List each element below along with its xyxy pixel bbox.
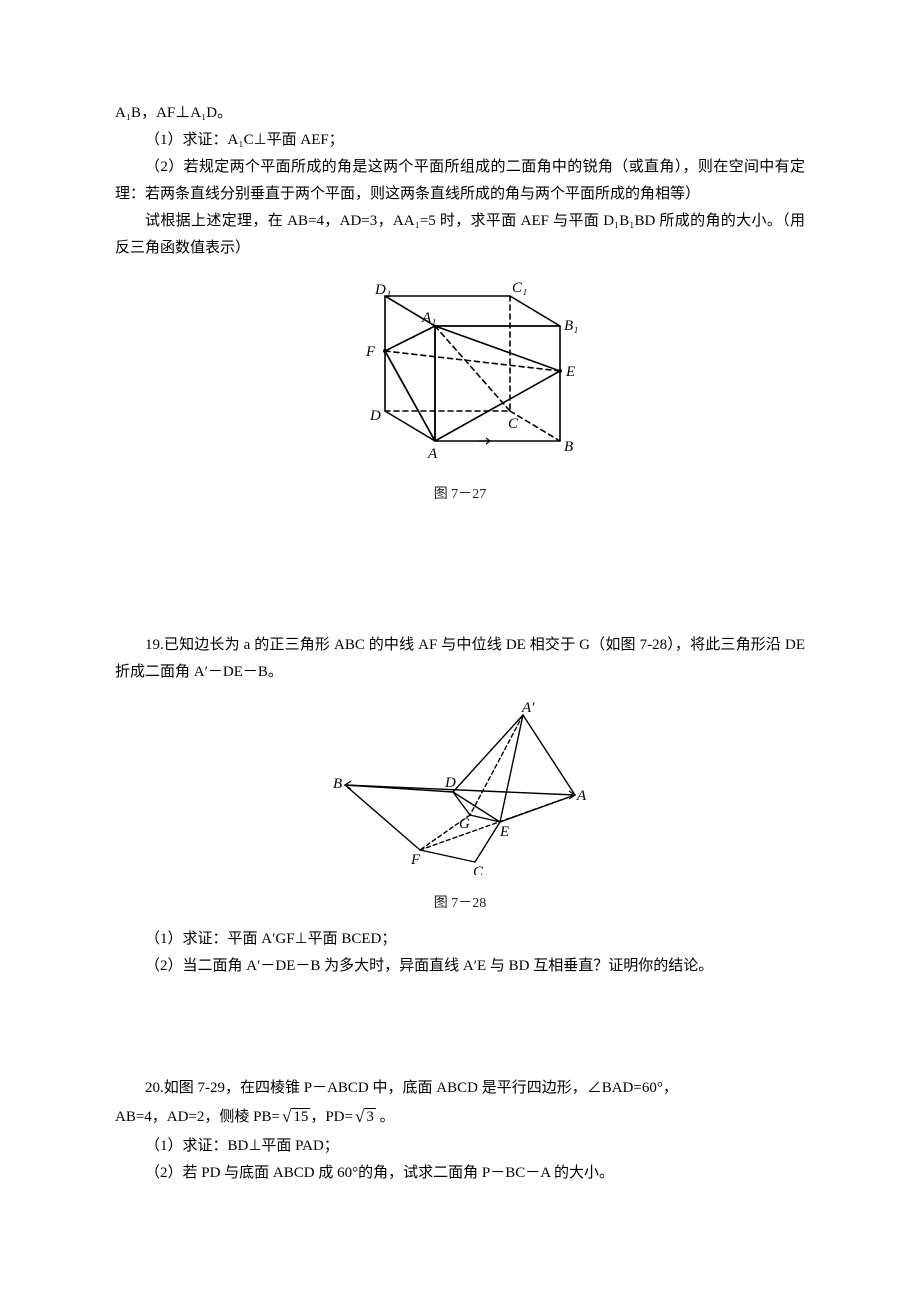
sqrt-3-radicand: 3 (364, 1108, 376, 1126)
spacer-2 (115, 980, 805, 1075)
svg-text:C: C (508, 416, 519, 432)
svg-text:C₁: C₁ (512, 280, 527, 296)
svg-text:E: E (565, 364, 575, 380)
figure-7-28-caption: 图 7－28 (115, 891, 805, 916)
svg-text:F: F (410, 852, 421, 868)
p19-stem: 19.已知边长为 a 的正三角形 ABC 的中线 AF 与中位线 DE 相交于 … (115, 632, 805, 686)
svg-text:A: A (427, 446, 438, 462)
svg-text:F: F (365, 344, 376, 360)
figure-7-28-svg: A′ B D A G E F C (325, 700, 595, 875)
svg-text:A₁: A₁ (421, 310, 436, 326)
svg-text:D: D (369, 408, 381, 424)
p20-stem-a: 20.如图 7-29，在四棱锥 P－ABCD 中，底面 ABCD 是平行四边形，… (115, 1075, 805, 1102)
svg-text:E: E (499, 824, 509, 840)
p19-item1: （1）求证：平面 A′GF⊥平面 BCED； (115, 926, 805, 953)
spacer-1 (115, 517, 805, 632)
figure-7-27: D₁ C₁ A₁ B₁ F E D C A B 图 7－27 (115, 276, 805, 507)
sqrt-3: √3 (353, 1102, 376, 1133)
p20-stem-b-mid: ，PD= (310, 1109, 353, 1125)
svg-text:A′: A′ (521, 700, 535, 716)
p20-stem-b-post: 。 (376, 1109, 395, 1125)
p18-item1: （1）求证：A₁C⊥平面 AEF； (115, 127, 805, 154)
p18-item2a: （2）若规定两个平面所成的角是这两个平面所组成的二面角中的锐角（或直角），则在空… (115, 154, 805, 208)
document-page: A₁B，AF⊥A₁D。 （1）求证：A₁C⊥平面 AEF； （2）若规定两个平面… (0, 0, 920, 1302)
sqrt-15-radicand: 15 (291, 1108, 310, 1126)
svg-text:B₁: B₁ (564, 318, 578, 334)
figure-7-28: A′ B D A G E F C 图 7－28 (115, 700, 805, 916)
svg-text:G: G (459, 816, 470, 832)
p20-stem-b-pre: AB=4，AD=2，侧棱 PB= (115, 1109, 280, 1125)
svg-text:D: D (444, 775, 456, 791)
sqrt-15: √15 (280, 1102, 310, 1133)
p20-item1: （1）求证：BD⊥平面 PAD； (115, 1133, 805, 1160)
svg-text:C: C (473, 864, 484, 875)
svg-text:A: A (576, 788, 587, 804)
p20-item2: （2）若 PD 与底面 ABCD 成 60°的角，试求二面角 P－BC－A 的大… (115, 1160, 805, 1187)
svg-text:B: B (564, 439, 573, 455)
p18-item2b: 试根据上述定理，在 AB=4，AD=3，AA₁=5 时，求平面 AEF 与平面 … (115, 208, 805, 262)
svg-text:B: B (333, 776, 342, 792)
svg-text:D₁: D₁ (374, 282, 391, 298)
p18-line0: A₁B，AF⊥A₁D。 (115, 100, 805, 127)
p20-stem-b: AB=4，AD=2，侧棱 PB=√15，PD=√3 。 (115, 1102, 805, 1133)
p19-item2: （2）当二面角 A′－DE－B 为多大时，异面直线 A′E 与 BD 互相垂直？… (115, 953, 805, 980)
figure-7-27-caption: 图 7－27 (115, 482, 805, 507)
figure-7-27-svg: D₁ C₁ A₁ B₁ F E D C A B (330, 276, 590, 466)
